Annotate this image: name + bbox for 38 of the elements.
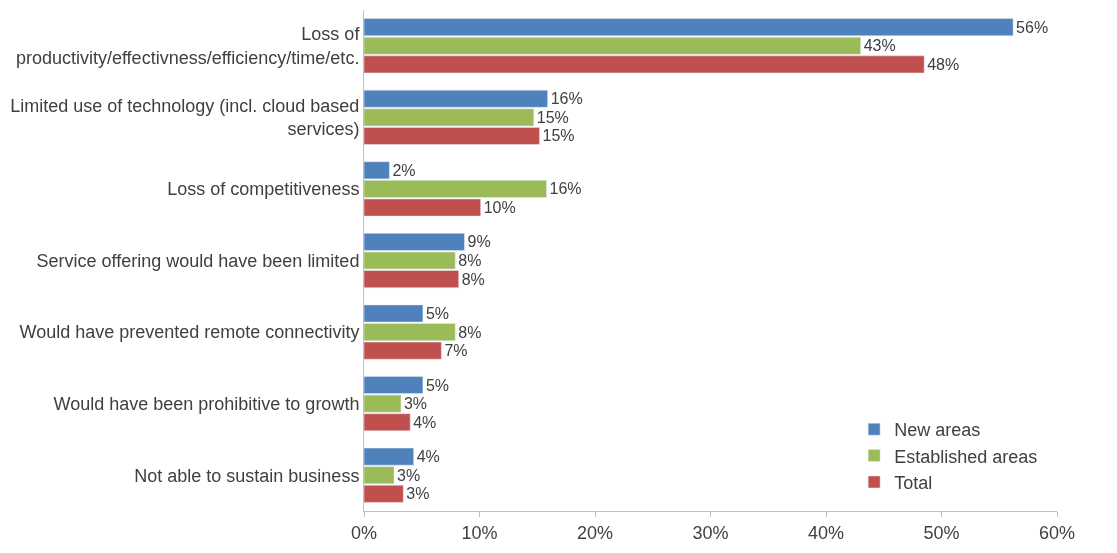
data-label: 8% (461, 270, 485, 288)
data-label: 5% (425, 304, 450, 322)
data-label: 3% (403, 395, 428, 413)
data-label: 10% (483, 199, 516, 217)
legend-label: Total (894, 473, 933, 493)
data-label: 48% (927, 55, 960, 73)
y-tick-label: Loss of productivity/effectivness/efficiency/time/etc. (15, 24, 361, 68)
legend-label: New areas (894, 420, 981, 441)
data-label: 15% (542, 127, 575, 145)
legend-label: Established areas (894, 446, 1038, 467)
data-label: 4% (413, 413, 437, 431)
x-tick-label: 20% (576, 522, 614, 543)
y-tick-label: Not able to sustain business (134, 465, 360, 486)
data-label: 2% (392, 161, 416, 179)
data-label: 3% (397, 466, 421, 484)
data-label: 16% (549, 180, 582, 198)
data-label: 15% (536, 108, 569, 126)
data-label: 8% (458, 323, 482, 341)
data-label: 4% (416, 448, 440, 466)
y-tick-label: Loss of competitiveness (167, 179, 360, 200)
data-label: 3% (406, 485, 430, 503)
data-label: 5% (425, 376, 450, 394)
data-label: 16% (550, 90, 583, 108)
data-label: 7% (444, 342, 468, 360)
data-label: 8% (458, 252, 482, 269)
data-label: 9% (467, 233, 491, 251)
data-label: 56% (1016, 18, 1049, 36)
y-tick-label: Service offering would have been limited (36, 250, 360, 271)
x-tick-label: 0% (350, 522, 378, 543)
y-tick-label: Would have been prohibitive to growth (53, 393, 360, 414)
data-label: 43% (863, 37, 896, 55)
x-tick-label: 10% (461, 522, 498, 543)
y-tick-label: Limited use of technology (incl. cloud based services) (10, 95, 360, 140)
y-tick-label: Would have prevented remote connectivity (19, 322, 360, 343)
x-tick-label: 60% (1038, 522, 1076, 543)
x-tick-label: 30% (692, 522, 729, 543)
x-tick-label: 40% (807, 522, 845, 543)
x-tick-label: 50% (923, 522, 960, 543)
